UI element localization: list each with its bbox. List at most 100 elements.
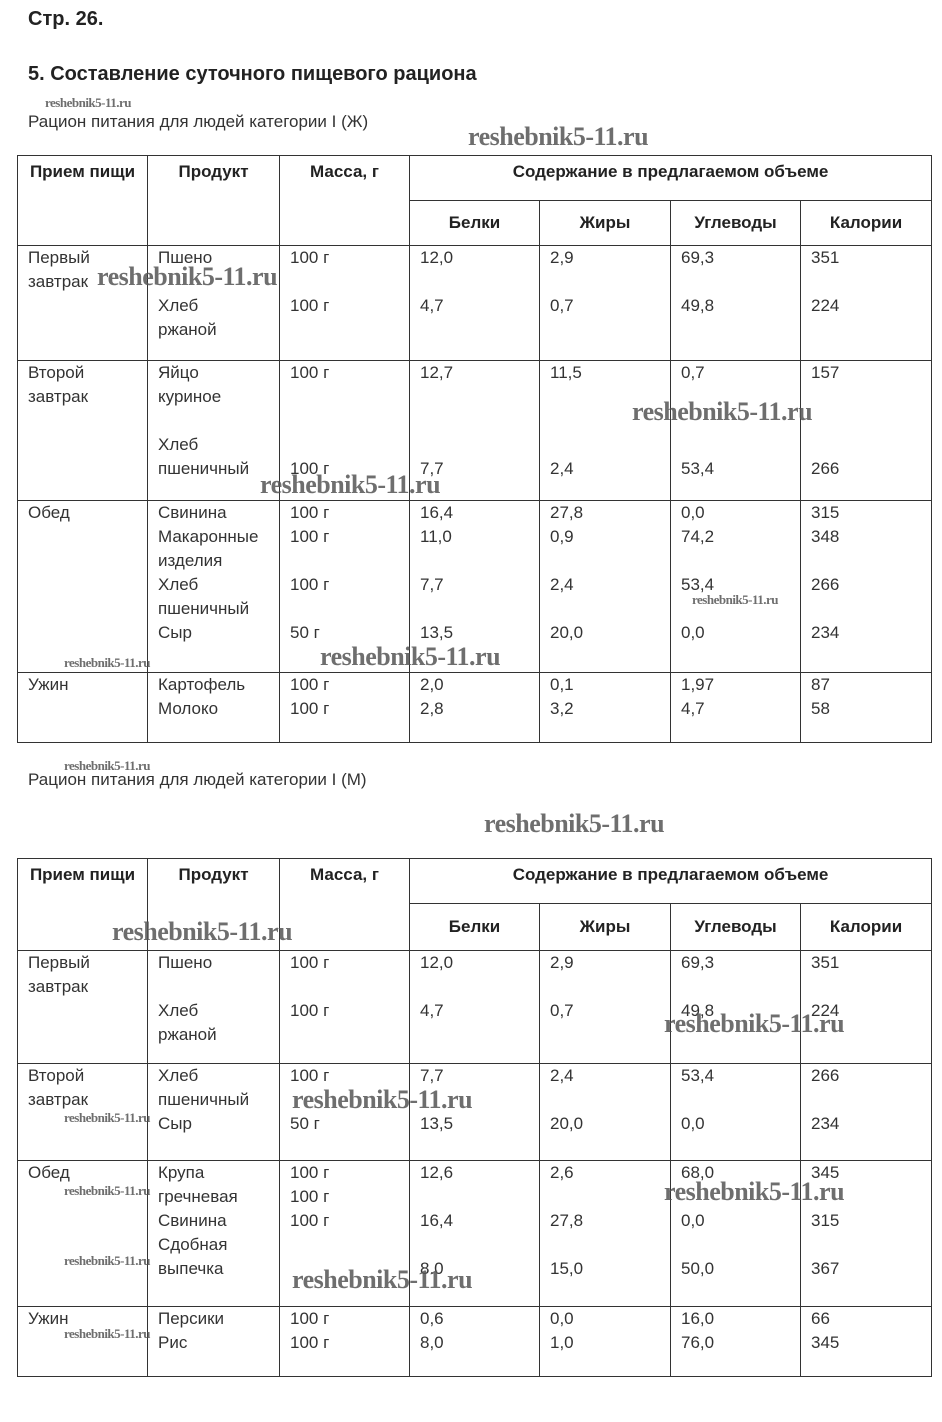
fat-line xyxy=(550,597,670,621)
product-line: куриное xyxy=(158,387,222,406)
fat-line xyxy=(550,270,670,294)
watermark: reshebnik5-11.ru xyxy=(484,809,665,838)
watermark: reshebnik5-11.ru xyxy=(260,470,441,499)
protein-line: 4,7 xyxy=(420,296,444,315)
product-line: Хлеб xyxy=(158,575,199,594)
kcal-line xyxy=(811,270,931,294)
header-fat: Жиры xyxy=(539,903,671,951)
product-line: пшеничный xyxy=(158,459,250,478)
meal-line: Второй xyxy=(28,1066,85,1085)
kcal-line xyxy=(811,1088,931,1112)
protein-cell: 12,0 4,7 xyxy=(409,950,540,1064)
meal-line: завтрак xyxy=(28,1090,89,1109)
kcal-line: 367 xyxy=(811,1259,840,1278)
product-line: Макаронные xyxy=(158,527,259,546)
mass-line: 100 г xyxy=(290,1211,330,1230)
carbs-cell: 69,3 49,8 xyxy=(670,950,801,1064)
fat-cell: 11,5 2,4 xyxy=(539,360,671,501)
meal-cell: Второй завтрак xyxy=(17,1063,148,1161)
kcal-line: 351 xyxy=(811,953,840,972)
protein-line: 16,4 xyxy=(420,1211,454,1230)
kcal-line: 224 xyxy=(811,296,840,315)
fat-line xyxy=(550,975,670,999)
protein-cell: 12,0 4,7 xyxy=(409,245,540,361)
product-line: ржаной xyxy=(158,1025,217,1044)
protein-line xyxy=(420,1233,539,1257)
kcal-cell: 87 58 xyxy=(799,672,933,743)
protein-line: 12,0 xyxy=(420,248,454,267)
fat-cell: 2,4 20,0 xyxy=(539,1063,671,1161)
meal-cell: Ужин xyxy=(17,1306,148,1377)
kcal-cell: 266 234 xyxy=(799,1063,933,1161)
fat-line: 20,0 xyxy=(550,1114,584,1133)
carbs-cell: 1,97 4,7 xyxy=(670,672,801,743)
mass-line: 100 г xyxy=(290,1066,330,1085)
kcal-line: 348 xyxy=(811,527,840,546)
product-line: гречневая xyxy=(158,1187,238,1206)
kcal-line: 345 xyxy=(811,1163,840,1182)
header-meal: Прием пищи xyxy=(17,155,148,246)
product-cell: Свинина Макаронные изделия Хлеб пшеничный Сыр xyxy=(147,500,280,673)
header-kcal: Калории xyxy=(799,200,933,246)
product-cell: Хлеб пшеничный Сыр xyxy=(147,1063,280,1161)
kcal-cell: 315 348 266 234 xyxy=(799,500,933,673)
subheader-row: Белки Жиры Углеводы Калории xyxy=(18,200,933,246)
mass-line xyxy=(290,385,409,409)
protein-line: 16,4 xyxy=(420,503,454,522)
meal-cell: Первый завтрак xyxy=(17,950,148,1064)
fat-line: 2,6 xyxy=(550,1163,574,1182)
meal-line: завтрак xyxy=(28,272,89,291)
mass-line: 100 г xyxy=(290,1309,330,1328)
kcal-line: 266 xyxy=(811,575,840,594)
subheader-row: Белки Жиры Углеводы Калории xyxy=(18,903,933,951)
fat-line: 0,1 xyxy=(550,675,574,694)
kcal-line xyxy=(811,385,931,409)
kcal-cell: 66 345 xyxy=(799,1306,933,1377)
carbs-line: 50,0 xyxy=(681,1259,715,1278)
fat-line: 0,7 xyxy=(550,296,574,315)
protein-line: 2,0 xyxy=(420,675,444,694)
carbs-cell: 53,4 0,0 xyxy=(670,1063,801,1161)
protein-line xyxy=(420,270,539,294)
table-row: Первый завтрак Пшено Хлеб ржаной 100 г 100 г 12… xyxy=(17,245,933,361)
carbs-cell: 0,7 53,4 xyxy=(670,360,801,501)
product-line: Хлеб xyxy=(158,1066,199,1085)
table-caption-female: Рацион питания для людей категории I (Ж) xyxy=(28,112,369,131)
watermark: reshebnik5-11.ru xyxy=(292,1085,473,1114)
carbs-line xyxy=(681,975,800,999)
fat-line: 2,4 xyxy=(550,575,574,594)
fat-cell: 2,9 0,7 xyxy=(539,950,671,1064)
watermark: reshebnik5-11.ru xyxy=(664,1009,845,1038)
fat-line: 3,2 xyxy=(550,699,574,718)
carbs-cell: 16,0 76,0 xyxy=(670,1306,801,1377)
mass-line: 100 г xyxy=(290,527,330,546)
protein-cell: 16,4 11,0 7,7 13,5 xyxy=(409,500,540,673)
meal-cell: Второй завтрак xyxy=(17,360,148,501)
mass-line: 100 г xyxy=(290,675,330,694)
kcal-line: 315 xyxy=(811,503,840,522)
product-line: Картофель xyxy=(158,675,246,694)
watermark-small: reshebnik5-11.ru xyxy=(64,758,151,773)
table-row: Ужин Персики Рис 100 г 100 г 0,6 8,0 0,0 1,0 16,0… xyxy=(17,1306,933,1377)
table-row: Первый завтрак Пшено Хлеб ржаной 100 г 100 г 12… xyxy=(17,950,933,1064)
mass-cell: 100 г 100 г xyxy=(279,1306,410,1377)
fat-line xyxy=(550,549,670,573)
watermark-small: reshebnik5-11.ru xyxy=(64,1110,151,1125)
meal-line: Второй xyxy=(28,363,85,382)
carbs-line xyxy=(681,270,800,294)
mass-cell: 100 г 100 г xyxy=(279,950,410,1064)
mass-cell: 100 г 100 г 100 г xyxy=(279,1160,410,1307)
protein-line xyxy=(420,409,539,433)
header-protein: Белки xyxy=(409,903,540,951)
kcal-line: 345 xyxy=(811,1333,840,1352)
kcal-line: 224 xyxy=(811,1001,840,1020)
kcal-line: 315 xyxy=(811,1211,840,1230)
header-mass: Масса, г xyxy=(279,155,410,246)
mass-cell: 100 г 100 г xyxy=(279,245,410,361)
header-carbs: Углеводы xyxy=(670,200,801,246)
protein-line: 7,7 xyxy=(420,1066,444,1085)
watermark: reshebnik5-11.ru xyxy=(664,1177,845,1206)
product-cell: Персики Рис xyxy=(147,1306,280,1377)
protein-line: 12,7 xyxy=(420,363,454,382)
header-mass: Масса, г xyxy=(279,858,410,951)
